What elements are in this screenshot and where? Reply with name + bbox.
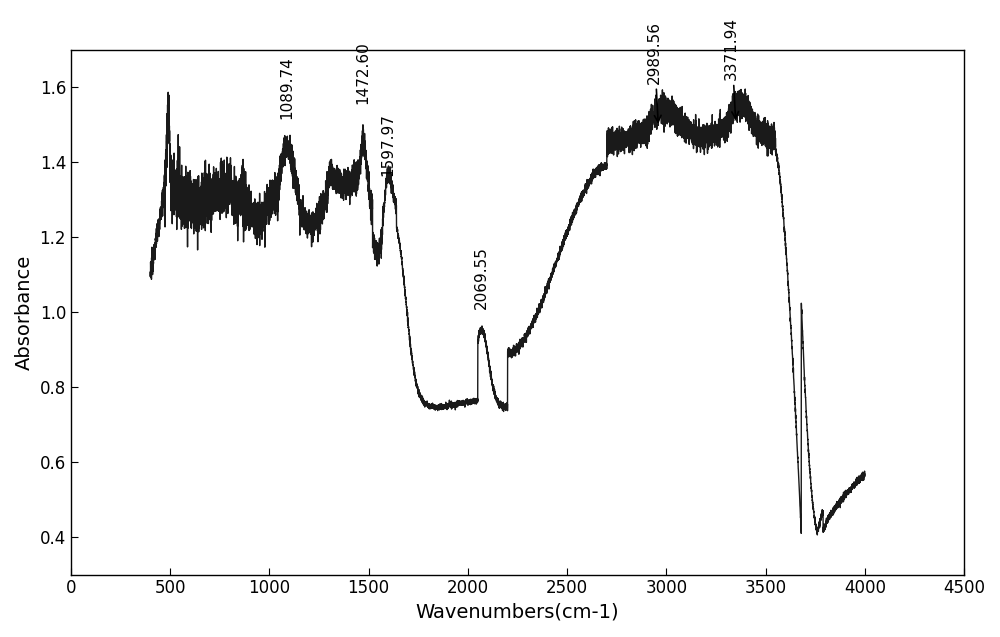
Y-axis label: Absorbance: Absorbance	[15, 255, 34, 370]
Text: 2069.55: 2069.55	[474, 246, 489, 308]
Text: 1089.74: 1089.74	[280, 57, 295, 119]
Text: 1472.60: 1472.60	[356, 41, 371, 104]
Text: 1597.97: 1597.97	[381, 113, 396, 176]
Text: 3371.94: 3371.94	[724, 17, 739, 118]
Text: 2989.56: 2989.56	[647, 20, 662, 122]
X-axis label: Wavenumbers(cm-1): Wavenumbers(cm-1)	[416, 603, 619, 622]
